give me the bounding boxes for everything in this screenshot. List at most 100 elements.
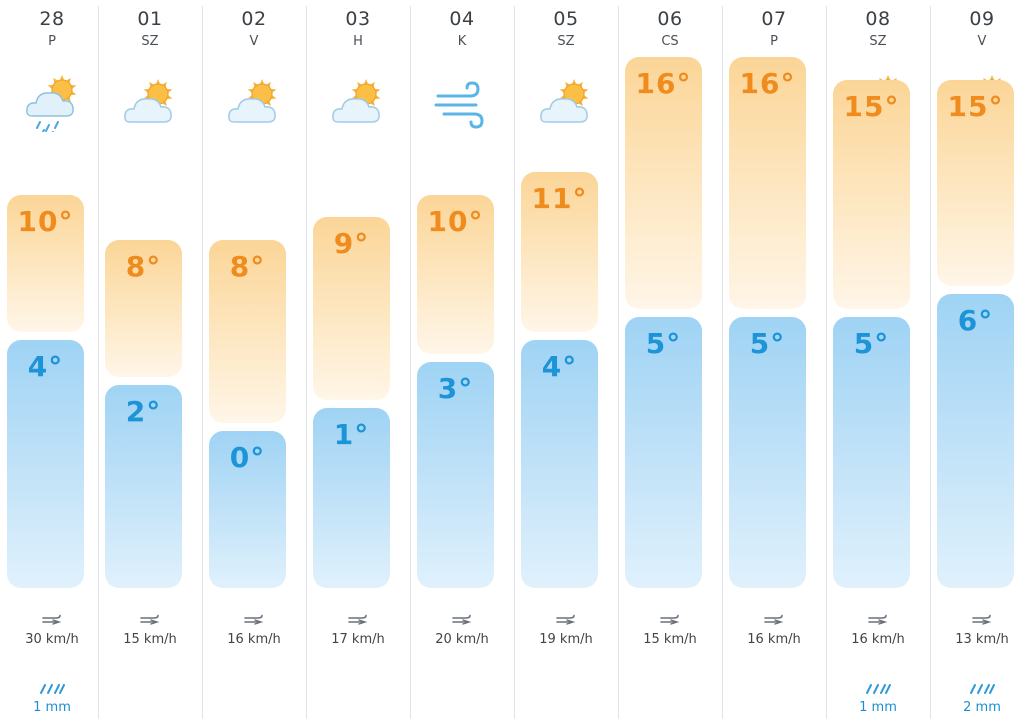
day-date: 05 (553, 8, 579, 30)
low-temp: 6° (957, 303, 994, 337)
high-temp: 16° (739, 67, 796, 101)
column-divider (98, 6, 99, 719)
day-column[interactable]: 28 P 10° 4° 30 km/h 1 mm (0, 0, 104, 725)
high-temp-bar: 15° (937, 80, 1014, 286)
high-temp-bar: 8° (105, 240, 182, 378)
windy-icon (432, 72, 492, 132)
column-divider (826, 6, 827, 719)
day-date: 28 (39, 8, 65, 30)
day-date: 02 (241, 8, 267, 30)
low-temp-bar: 2° (105, 385, 182, 588)
partly-cloudy-icon (120, 72, 180, 132)
low-temp: 4° (541, 349, 578, 383)
wind-icon (659, 612, 681, 626)
day-of-week: CS (661, 34, 679, 49)
wind-icon (971, 612, 993, 626)
column-divider (722, 6, 723, 719)
high-temp: 11° (531, 181, 588, 215)
day-of-week: V (977, 34, 987, 49)
high-temp-bar: 9° (313, 217, 390, 401)
wind-speed: 16 km/h (227, 632, 281, 647)
day-date: 08 (865, 8, 891, 30)
day-column[interactable]: 02 V 8° 0° 16 km/h (202, 0, 306, 725)
wind-icon (347, 612, 369, 626)
low-temp-bar: 5° (833, 316, 910, 588)
high-temp-bar: 16° (729, 57, 806, 309)
partly-cloudy-icon (328, 72, 388, 132)
high-temp: 9° (333, 227, 370, 261)
day-of-week: K (457, 34, 467, 49)
column-divider (306, 6, 307, 719)
low-temp-bar: 4° (7, 339, 84, 588)
low-temp-bar: 5° (625, 316, 702, 588)
high-temp: 16° (635, 67, 692, 101)
column-divider (202, 6, 203, 719)
rain-icon (865, 680, 891, 694)
low-temp-bar: 4° (521, 339, 598, 588)
wind-speed: 30 km/h (25, 632, 79, 647)
high-temp-bar: 11° (521, 171, 598, 332)
day-column[interactable]: 08 SZ 15° 5° 16 km/h 1 mm (826, 0, 930, 725)
wind-icon (555, 612, 577, 626)
column-divider (930, 6, 931, 719)
precipitation-amount: 2 mm (963, 700, 1001, 715)
low-temp-bar: 0° (209, 431, 286, 588)
day-of-week: SZ (141, 34, 159, 49)
day-column[interactable]: 05 SZ 11° 4° 19 km/h (514, 0, 618, 725)
wind-speed: 15 km/h (123, 632, 177, 647)
partly-cloudy-icon (224, 72, 284, 132)
low-temp: 0° (229, 441, 266, 474)
wind-speed: 17 km/h (331, 632, 385, 647)
high-temp: 8° (125, 250, 162, 284)
day-column[interactable]: 04 K 10° 3° 20 km/h (410, 0, 514, 725)
day-date: 01 (137, 8, 163, 30)
day-of-week: SZ (557, 34, 575, 49)
day-column[interactable]: 03 H 9° 1° 17 km/h (306, 0, 410, 725)
day-column[interactable]: 06 CS 16° 5° 15 km/h (618, 0, 722, 725)
wind-icon (243, 612, 265, 626)
high-temp-bar: 16° (625, 57, 702, 309)
low-temp-bar: 1° (313, 408, 390, 588)
day-of-week: H (353, 34, 363, 49)
day-date: 04 (449, 8, 475, 30)
precipitation-amount: 1 mm (33, 700, 71, 715)
wind-speed: 15 km/h (643, 632, 697, 647)
high-temp-bar: 10° (7, 194, 84, 332)
high-temp: 15° (947, 90, 1004, 124)
day-of-week: SZ (869, 34, 887, 49)
low-temp: 5° (853, 326, 890, 360)
wind-speed: 19 km/h (539, 632, 593, 647)
wind-icon (451, 612, 473, 626)
low-temp-bar: 5° (729, 316, 806, 588)
low-temp: 3° (437, 372, 474, 406)
high-temp: 8° (229, 250, 266, 284)
low-temp: 5° (645, 326, 682, 360)
wind-icon (41, 612, 63, 626)
day-of-week: P (48, 34, 56, 49)
high-temp: 10° (17, 204, 74, 238)
high-temp: 10° (427, 204, 484, 238)
day-column[interactable]: 01 SZ 8° 2° 15 km/h (98, 0, 202, 725)
wind-speed: 13 km/h (955, 632, 1009, 647)
wind-speed: 16 km/h (747, 632, 801, 647)
column-divider (410, 6, 411, 719)
high-temp: 15° (843, 90, 900, 124)
day-column[interactable]: 09 V 15° 6° 13 km/h 2 mm (930, 0, 1030, 725)
rain-cloud-sun-icon (22, 72, 82, 139)
wind-icon (139, 612, 161, 626)
wind-icon (867, 612, 889, 626)
low-temp-bar: 3° (417, 362, 494, 588)
low-temp: 5° (749, 326, 786, 360)
rain-icon (969, 680, 995, 694)
rain-icon (39, 680, 65, 694)
day-date: 03 (345, 8, 371, 30)
column-divider (618, 6, 619, 719)
day-date: 06 (657, 8, 683, 30)
partly-cloudy-icon (536, 72, 596, 132)
wind-speed: 20 km/h (435, 632, 489, 647)
low-temp: 2° (125, 395, 162, 429)
day-column[interactable]: 07 P 16° 5° 16 km/h (722, 0, 826, 725)
day-of-week: V (249, 34, 259, 49)
low-temp: 1° (333, 418, 370, 452)
